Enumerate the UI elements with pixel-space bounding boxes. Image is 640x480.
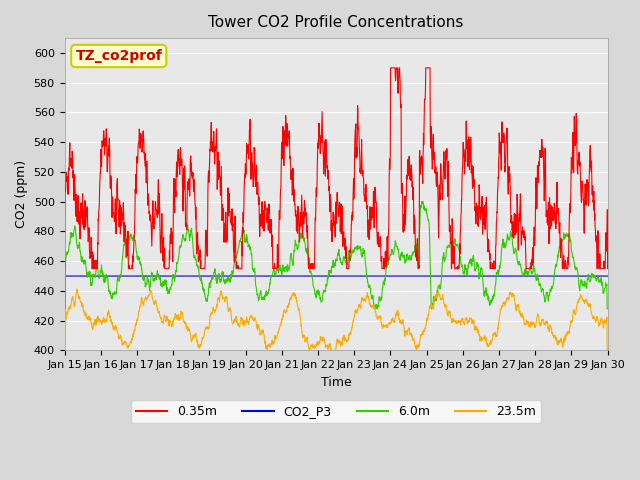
Title: Tower CO2 Profile Concentrations: Tower CO2 Profile Concentrations <box>209 15 464 30</box>
Text: TZ_co2prof: TZ_co2prof <box>76 49 162 63</box>
Legend: 0.35m, CO2_P3, 6.0m, 23.5m: 0.35m, CO2_P3, 6.0m, 23.5m <box>131 400 541 423</box>
Y-axis label: CO2 (ppm): CO2 (ppm) <box>15 160 28 228</box>
X-axis label: Time: Time <box>321 376 351 389</box>
